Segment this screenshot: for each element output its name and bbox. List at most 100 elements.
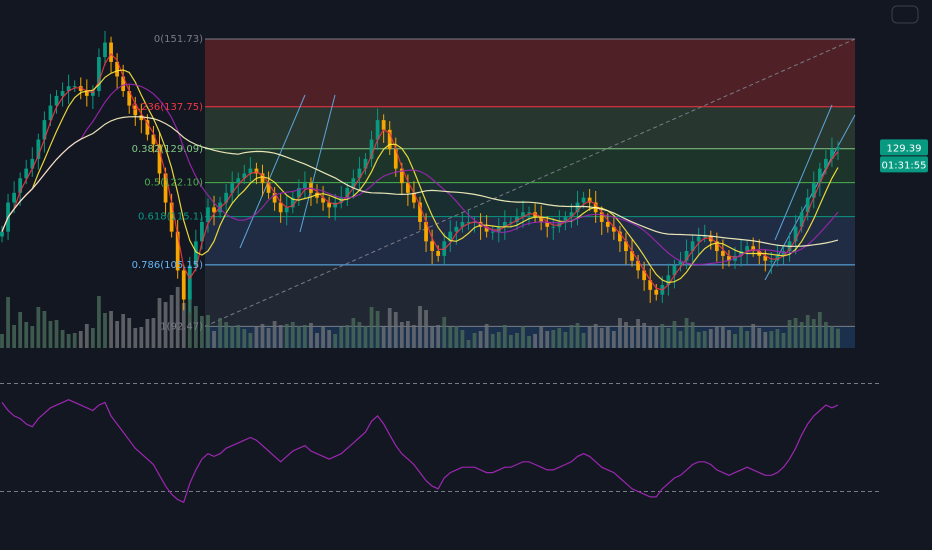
volume-bar — [303, 325, 307, 348]
volume-bar — [587, 326, 592, 348]
volume-bar — [206, 315, 210, 348]
candle-body — [654, 289, 659, 295]
volume-bar — [648, 327, 653, 348]
volume-bar — [569, 325, 574, 348]
candle-body — [97, 57, 101, 92]
volume-bar — [684, 318, 689, 348]
candle-body — [90, 91, 95, 96]
settings-button[interactable] — [891, 5, 919, 24]
volume-bar — [527, 336, 531, 348]
volume-bar — [490, 334, 495, 348]
volume-bar — [412, 325, 416, 348]
candle-body — [502, 221, 507, 227]
fib-label-0.382: 0.382(129.09) — [132, 144, 204, 155]
volume-bar — [169, 295, 174, 348]
candle-body — [387, 129, 392, 150]
volume-bar — [708, 329, 713, 348]
candle-body — [624, 241, 628, 252]
volume-bar — [327, 330, 332, 348]
candle-body — [708, 236, 713, 242]
candle-body — [460, 221, 465, 227]
candle-body — [793, 226, 798, 242]
volume-bar — [757, 328, 762, 348]
ma-fast-line — [1, 52, 839, 291]
volume-bar — [351, 318, 356, 348]
oscillator-line — [1, 399, 839, 504]
volume-bar — [321, 326, 325, 348]
volume-bar — [830, 326, 834, 348]
volume-bar — [6, 297, 10, 348]
candle-body — [611, 226, 616, 232]
candle-body — [127, 91, 132, 106]
candle-body — [345, 188, 350, 198]
volume-bar — [151, 318, 156, 348]
volume-bar — [817, 312, 822, 348]
volume-bar — [775, 329, 780, 348]
candle-body — [30, 158, 35, 169]
candle-body — [157, 144, 162, 174]
volume-bar — [339, 327, 344, 348]
candle-body — [84, 91, 89, 96]
candle-body — [496, 226, 501, 232]
volume-bar — [121, 314, 126, 348]
ma-long-line — [1, 116, 839, 247]
volume-bar — [406, 321, 410, 348]
volume-bar — [163, 302, 168, 348]
volume-bar — [593, 324, 598, 348]
candle-body — [714, 241, 719, 252]
candle-body — [103, 42, 107, 58]
candle-body — [836, 147, 840, 150]
candle-body — [581, 197, 586, 203]
candle-body — [412, 192, 416, 203]
volume-bar — [109, 311, 113, 348]
fib-zone-0 — [205, 39, 855, 107]
candle-body — [721, 251, 725, 256]
candle-body — [605, 221, 610, 227]
candle-body — [648, 280, 653, 290]
volume-bar — [315, 333, 319, 348]
candle-body — [36, 139, 41, 159]
last-price-label: 129.39 — [887, 143, 922, 154]
candle-body — [369, 139, 374, 159]
fib-labels: 0(151.73) 0.236(137.75) 0.382(129.09) 0.5(1… — [132, 34, 204, 332]
volume-bar — [745, 331, 750, 348]
candle-body — [121, 76, 126, 92]
volume-bar — [399, 322, 404, 348]
volume-bar — [224, 322, 229, 348]
candle-body — [48, 105, 53, 121]
fib-label-0.5: 0.5(122.10) — [144, 178, 203, 189]
volume-bar — [369, 307, 374, 348]
candle-body — [799, 212, 804, 227]
candle-body — [242, 173, 247, 179]
volume-bar — [242, 329, 247, 348]
candle-body — [515, 217, 519, 222]
volume-bar — [787, 320, 792, 348]
volume-bar — [660, 324, 665, 348]
volume-bar — [618, 318, 622, 348]
candle-body — [466, 221, 471, 223]
candle-body — [666, 275, 671, 285]
channel-line-2 — [764, 114, 856, 281]
volume-bar — [193, 306, 198, 348]
volume-bar — [18, 312, 23, 348]
candle-body — [193, 241, 198, 266]
candle-body — [745, 246, 750, 252]
candle-body — [109, 42, 113, 62]
candle-body — [230, 183, 235, 193]
fib-zone-0.382 — [205, 148, 855, 183]
volume-bar — [690, 322, 695, 348]
volume-bar — [484, 324, 489, 348]
candle-body — [272, 192, 277, 203]
fib-zone-0.236 — [205, 106, 855, 149]
candle-body — [763, 255, 768, 261]
candle-body — [18, 178, 23, 193]
volume-bar — [454, 326, 459, 348]
volume-bar — [781, 333, 786, 348]
volume-bar — [200, 316, 204, 348]
candle-body — [284, 207, 289, 213]
volume-bar — [557, 328, 562, 348]
candle-body — [321, 197, 325, 203]
volume-bar — [769, 331, 774, 348]
